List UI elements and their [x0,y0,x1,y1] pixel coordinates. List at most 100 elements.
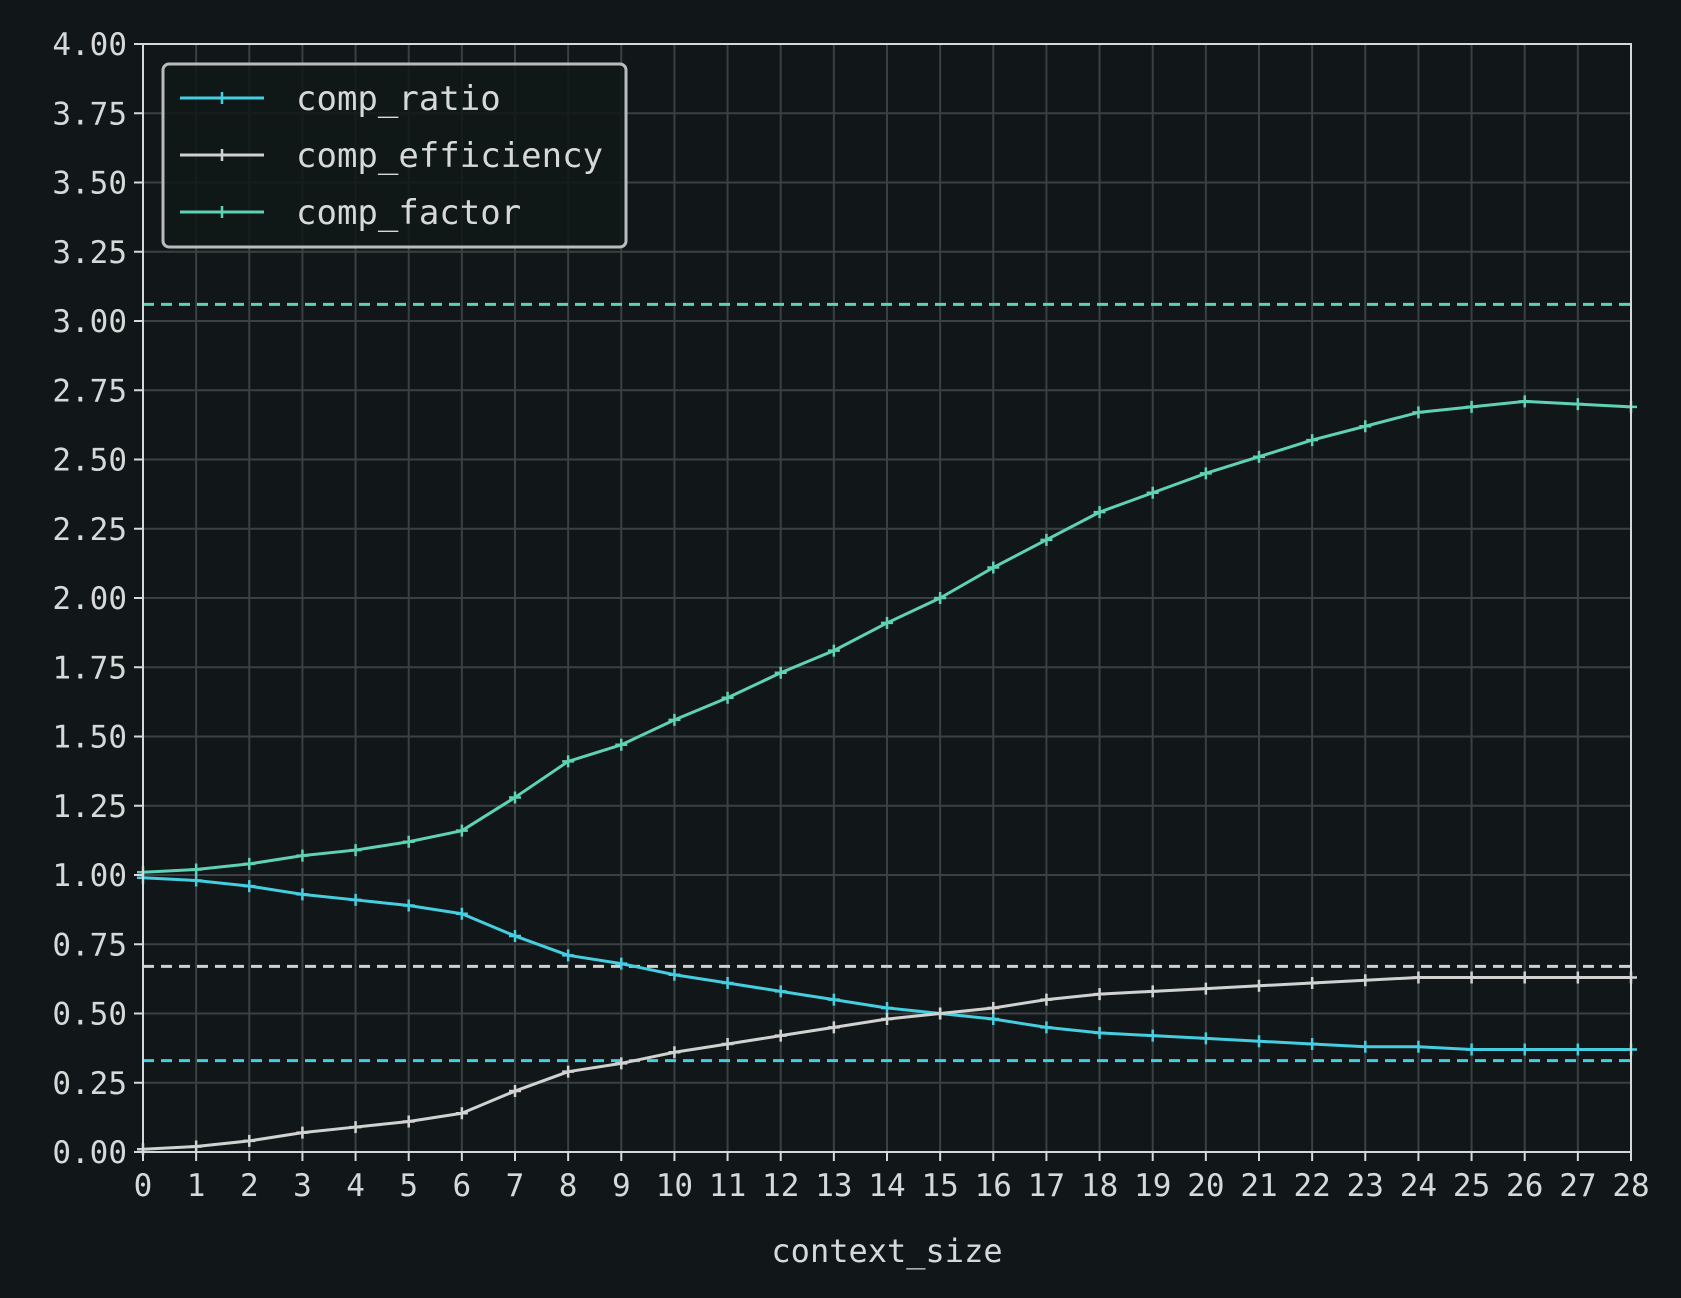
y-tick-label: 4.00 [52,27,127,63]
series-comp_factor [137,395,1637,879]
data-point-marker [509,791,521,804]
x-tick-label: 17 [1028,1168,1065,1204]
x-tick-label: 0 [134,1168,153,1204]
legend-swatch-marker [216,206,228,218]
x-tick-label: 2 [240,1168,259,1204]
legend-item-comp_efficiency: comp_efficiency [180,136,603,176]
data-point-marker [1040,1021,1053,1034]
data-point-marker [349,844,362,857]
y-tick-label: 1.75 [52,650,127,686]
x-tick-label: 9 [612,1168,631,1204]
data-point-marker [881,1013,893,1026]
data-point-marker [1465,1043,1478,1056]
y-tick-label: 1.25 [52,789,127,825]
data-point-marker [243,1134,256,1147]
y-tick-label: 3.25 [52,235,127,271]
x-tick-label: 22 [1293,1168,1330,1204]
data-point-marker [296,1126,309,1139]
data-point-marker [562,1065,575,1078]
data-point-marker [1093,1026,1106,1039]
data-point-marker [1359,974,1372,987]
y-tick-label: 0.75 [52,927,127,963]
data-point-marker [668,1046,681,1059]
data-point-marker [721,1037,734,1050]
data-point-marker [402,835,415,848]
x-tick-label: 15 [921,1168,958,1204]
data-point-marker [1146,985,1159,998]
data-point-marker [881,1001,893,1014]
data-point-marker [509,929,521,942]
data-point-marker [827,1021,840,1034]
data-point-marker [402,899,415,912]
series-comp_efficiency [137,971,1637,1156]
x-tick-label: 25 [1453,1168,1490,1204]
x-tick-label: 28 [1612,1168,1649,1204]
data-point-marker [1146,1029,1159,1042]
legend-swatch-marker [216,92,228,104]
data-point-marker [243,880,256,893]
x-tick-label: 4 [346,1168,365,1204]
data-point-marker [987,1001,1000,1014]
data-point-marker [1306,977,1319,990]
data-point-marker [190,863,203,876]
legend-label: comp_factor [296,193,521,233]
x-tick-label: 1 [187,1168,206,1204]
data-point-marker [615,957,628,970]
data-point-marker [1040,993,1053,1006]
data-point-marker [562,755,575,768]
data-point-marker [1093,506,1106,519]
data-point-marker [1359,1040,1372,1053]
data-point-marker [190,1140,203,1153]
data-point-marker [881,616,893,629]
y-tick-label: 0.50 [52,997,127,1033]
y-tick-label: 3.75 [52,96,127,132]
x-tick-label: 3 [293,1168,312,1204]
y-tick-label: 0.25 [52,1066,127,1102]
y-tick-label: 1.00 [52,858,127,894]
data-point-marker [455,1107,468,1120]
y-tick-label: 2.50 [52,443,127,479]
data-point-marker [1465,400,1478,413]
series-group [137,395,1637,1156]
x-tick-label: 20 [1187,1168,1224,1204]
data-point-marker [455,824,468,837]
data-point-marker [1306,434,1319,447]
data-point-marker [615,738,628,751]
data-point-marker [296,849,309,862]
x-tick-label: 5 [399,1168,418,1204]
x-tick-label: 16 [975,1168,1012,1204]
data-point-marker [721,977,734,990]
x-tick-label: 14 [868,1168,905,1204]
data-point-marker [1253,1035,1265,1048]
data-point-marker [1571,1043,1584,1056]
data-point-marker [774,1029,787,1042]
data-point-marker [296,888,309,901]
y-tick-label: 2.00 [52,581,127,617]
ticks: 0 1 2 3 4 5 6 7 8 9 10 11 12 13 14 15 16 17 18 19 20 21 22 23 24… [52,27,1649,1204]
legend-item-comp_factor: comp_factor [180,193,521,233]
data-point-marker [509,1085,521,1098]
data-point-marker [774,985,787,998]
data-point-marker [349,893,362,906]
data-point-marker [934,592,947,604]
x-tick-label: 18 [1081,1168,1118,1204]
data-point-marker [1571,971,1584,984]
y-tick-label: 2.25 [52,512,127,548]
legend-box [161,62,628,249]
y-tick-label: 2.75 [52,373,127,409]
data-point-marker [1093,988,1106,1001]
legend-label: comp_ratio [296,79,501,119]
data-point-marker [827,993,840,1006]
x-tick-label: 19 [1134,1168,1171,1204]
data-point-marker [668,713,681,726]
data-point-marker [987,561,1000,574]
data-point-marker [774,666,787,679]
data-point-marker [455,907,468,920]
data-point-marker [1518,395,1531,408]
data-point-marker [349,1121,362,1134]
data-point-marker [1253,979,1265,992]
data-point-marker [1040,533,1053,546]
data-point-marker [1571,398,1584,411]
legend-swatch-marker [216,149,228,161]
